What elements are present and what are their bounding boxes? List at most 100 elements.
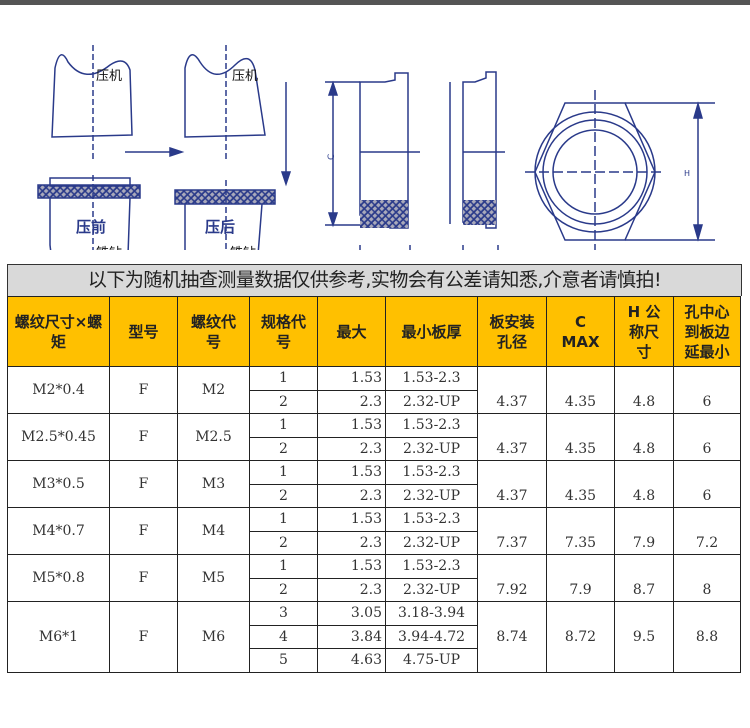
cell-min-thickness: 1.53-2.3 [385,507,478,532]
table-row: 5 4.63 4.75-UP [8,648,741,673]
header-h-nominal: H 公称尺寸 [614,296,674,367]
disclaimer-notice: 以下为随机抽查测量数据仅供参考,实物会有公差请知悉,介意者请慎拍! [7,264,742,296]
cell-thread: M2.5 [177,413,250,461]
cell-max: 1.53 [317,460,386,485]
cell-thread: M2 [177,366,250,414]
cell-max: 2.3 [317,577,386,602]
cell-edge: 8.8 [673,601,741,673]
cell-min-thickness: 2.32-UP [385,577,478,602]
cell-h: 9.5 [614,601,674,673]
table-row: M4*0.7 F M4 1 1.53 1.53-2.3 7.37 7.35 7.9 7.2 [7,507,741,555]
cell-edge: 8 [673,554,741,602]
cell-max: 1.53 [317,507,386,532]
cell-size: M6*1 [7,601,110,673]
header-thread-size-pitch: 螺纹尺寸×螺矩 [7,296,110,367]
before-label: 压前 [76,218,106,236]
cell-max: 3.84 [317,624,386,649]
cell-min-thickness: 2.32-UP [385,436,478,461]
side-view-small [449,71,505,250]
cell-spec-code: 2 [249,530,318,555]
table-row: 2 2.3 2.32-UP [8,389,741,414]
header-mounting-hole: 板安装孔径 [477,296,547,367]
header-min-edge-distance: 孔中心到板边延最小 [673,296,741,367]
press-label-before: 压机 [96,69,122,84]
table-row: 2 2.3 2.32-UP [8,483,741,508]
after-label: 压后 [205,218,235,236]
cell-max: 2.3 [317,436,386,461]
dim-h-label: H [684,169,690,178]
cell-min-thickness: 3.94-4.72 [385,624,478,649]
cell-h: 4.8 [614,413,674,461]
table-row: M3*0.5 F M3 1 1.53 1.53-2.3 4.37 4.35 4.8 6 [7,460,741,508]
cell-type: F [109,554,178,602]
anvil-label-before: 铁钻 [96,246,122,250]
press-label-after: 压机 [232,69,258,84]
cell-c-max: 4.35 [546,366,615,414]
cell-spec-code: 2 [249,577,318,602]
anvil-label-after: 铁钻 [230,246,256,250]
cell-spec-code: 5 [249,648,318,673]
cell-hole: 4.37 [477,413,547,461]
cell-min-thickness: 1.53-2.3 [385,460,478,485]
cell-c-max: 4.35 [546,413,615,461]
cell-type: F [109,413,178,461]
side-view-large: C A [325,72,420,250]
header-c-max: C MAX [546,296,615,367]
cell-size: M5*0.8 [7,554,110,602]
cell-min-thickness: 1.53-2.3 [385,554,478,579]
cell-max: 3.05 [317,601,386,626]
table-row: M2.5*0.45 F M2.5 1 1.53 1.53-2.3 4.37 4.35 4.8 6 [7,413,741,461]
cell-h: 7.9 [614,507,674,555]
hex-top-view: H [525,90,715,250]
cell-spec-code: 1 [249,507,318,532]
cell-edge: 6 [673,413,741,461]
table-row: 2 2.3 2.32-UP [8,577,741,602]
cell-spec-code: 1 [249,366,318,391]
cell-h: 4.8 [614,366,674,414]
cell-h: 4.8 [614,460,674,508]
cell-min-thickness: 2.32-UP [385,483,478,508]
cell-spec-code: 4 [249,624,318,649]
press-after [184,54,266,138]
cell-size: M2*0.4 [7,366,110,414]
cell-thread: M6 [177,601,250,673]
cell-size: M2.5*0.45 [7,413,110,461]
cell-hole: 4.37 [477,366,547,414]
cell-hole: 8.74 [477,601,547,673]
spec-table: 螺纹尺寸×螺矩 型号 螺纹代号 规格代号 最大 最小板厚 板安装孔径 C MAX H 公称尺寸孔… [7,296,741,673]
cell-c-max: 4.35 [546,460,615,508]
cell-h: 8.7 [614,554,674,602]
header-max: 最大 [317,296,386,367]
table-row: 2 2.3 2.32-UP [8,436,741,461]
cell-c-max: 7.9 [546,554,615,602]
cell-max: 2.3 [317,483,386,508]
cell-hole: 7.37 [477,507,547,555]
cell-spec-code: 1 [249,554,318,579]
cell-size: M3*0.5 [7,460,110,508]
top-bar [0,0,750,5]
header-spec-code: 规格代号 [249,296,318,367]
cell-type: F [109,460,178,508]
cell-max: 1.53 [317,413,386,438]
cell-hole: 7.92 [477,554,547,602]
cell-type: F [109,366,178,414]
table-row: M2*0.4 F M2 1 1.53 1.53-2.3 4.37 4.35 4.8 6 [7,366,741,414]
cell-size: M4*0.7 [7,507,110,555]
cell-max: 2.3 [317,530,386,555]
header-model: 型号 [109,296,178,367]
table-row: M6*1 F M6 3 3.05 3.18-3.94 8.74 8.72 9.5 8.8 [7,601,741,673]
cell-min-thickness: 3.18-3.94 [385,601,478,626]
cell-type: F [109,507,178,555]
cell-min-thickness: 4.75-UP [385,648,478,673]
cell-spec-code: 2 [249,483,318,508]
dim-c-label: C [327,154,337,160]
cell-thread: M5 [177,554,250,602]
cell-max: 2.3 [317,389,386,414]
table-row: 4 3.84 3.94-4.72 [8,624,741,649]
cell-hole: 4.37 [477,460,547,508]
cell-thread: M3 [177,460,250,508]
cell-thread: M4 [177,507,250,555]
cell-max: 1.53 [317,554,386,579]
cell-spec-code: 1 [249,413,318,438]
cell-edge: 6 [673,366,741,414]
